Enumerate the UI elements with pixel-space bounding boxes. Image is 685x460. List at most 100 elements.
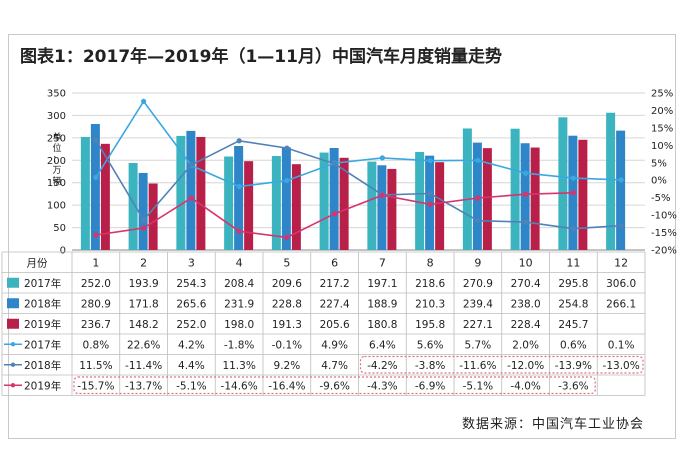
data-label-2018年-11: -13.9% <box>555 360 592 372</box>
bar-2018年-3 <box>186 130 196 250</box>
x-tick-label: 7 <box>379 256 386 269</box>
bar-2017年-11 <box>558 117 568 251</box>
data-label-2018年-10: 238.0 <box>511 298 541 310</box>
bar-2019年-10 <box>530 147 540 250</box>
point-2019年-6 <box>332 211 338 217</box>
y2-tick-label: 5% <box>651 158 667 169</box>
data-label-2018年-7: 188.9 <box>367 298 397 310</box>
data-label-2019年-4: -14.6% <box>221 380 258 392</box>
legend-marker-2017年 <box>10 342 16 347</box>
x-tick-label: 10 <box>519 256 533 269</box>
point-2018年-12 <box>618 222 624 229</box>
bar-2019年-3 <box>196 136 206 250</box>
bar-2017年-9 <box>462 128 472 250</box>
y-tick-label: 100 <box>47 201 66 212</box>
x-tick-label: 4 <box>236 256 243 269</box>
point-2017年-2 <box>141 98 147 104</box>
point-2018年-8 <box>427 190 433 197</box>
data-label-2019年-3: -5.1% <box>176 380 206 392</box>
x-tick-label: 2 <box>140 256 147 269</box>
data-label-2019年-2: -13.7% <box>125 380 162 392</box>
point-2019年-11 <box>570 190 576 196</box>
point-2017年-4 <box>236 183 242 190</box>
point-2019年-3 <box>188 195 194 201</box>
point-2017年-11 <box>570 175 576 181</box>
data-label-2018年-10: -12.0% <box>507 360 544 372</box>
data-label-2017年-5: -0.1% <box>272 339 302 351</box>
data-label-2019年-4: 198.0 <box>224 319 254 331</box>
bar-2018年-1 <box>90 123 100 250</box>
data-label-2017年-11: 295.8 <box>558 278 588 290</box>
y-axis-label: 位 <box>52 142 61 154</box>
data-label-2018年-5: 9.2% <box>274 360 301 372</box>
point-2018年-11 <box>570 226 576 232</box>
data-label-2017年-11: 0.6% <box>560 339 587 351</box>
bar-2019年-8 <box>435 162 445 250</box>
bar-2017年-10 <box>510 128 520 250</box>
data-label-2018年-9: 239.4 <box>463 298 493 310</box>
y-tick-label: 350 <box>47 89 66 100</box>
data-label-2017年-7: 197.1 <box>367 278 397 290</box>
data-label-2017年-2: 193.9 <box>129 278 159 290</box>
line-2017年 <box>95 99 622 188</box>
bar-2019年-4 <box>244 161 254 250</box>
point-2019年-1 <box>93 232 99 238</box>
data-label-2018年-4: 11.3% <box>222 360 255 372</box>
data-label-2019年-1: 236.7 <box>81 319 111 331</box>
y-tick-label: 250 <box>47 133 66 144</box>
data-label-2017年-4: -1.8% <box>224 339 254 351</box>
legend-label-2018年: 2018年 <box>24 297 61 310</box>
bar-2018年-6 <box>329 147 339 250</box>
data-label-2019年-1: -15.7% <box>77 380 114 392</box>
data-label-2018年-5: 228.8 <box>272 298 302 310</box>
highlight-box-2019 <box>73 376 596 395</box>
point-2017年-8 <box>427 158 433 164</box>
data-label-2017年-2: 22.6% <box>127 339 160 351</box>
bar-2019年-6 <box>339 157 349 250</box>
data-label-2019年-6: 205.6 <box>320 319 350 331</box>
legend-marker-2018年 <box>10 362 16 367</box>
highlight-box-2018 <box>359 355 644 374</box>
x-tick-label: 5 <box>283 256 290 269</box>
legend-key-2019年 <box>7 318 19 329</box>
y-tick-label: 150 <box>47 178 66 189</box>
data-label-2018年-2: -11.4% <box>125 360 162 372</box>
point-2017年-9 <box>475 157 481 163</box>
data-label-2017年-10: 2.0% <box>512 339 539 351</box>
data-label-2019年-5: 191.3 <box>272 319 302 331</box>
data-label-2019年-7: 180.8 <box>367 319 397 331</box>
data-label-2019年-10: 228.4 <box>511 319 541 331</box>
x-tick-label: 1 <box>92 256 99 269</box>
data-label-2017年-1: 0.8% <box>83 339 110 351</box>
data-label-2017年-5: 209.6 <box>272 278 302 290</box>
point-2018年-5 <box>284 145 290 151</box>
data-label-2017年-9: 5.7% <box>465 339 492 351</box>
data-label-2018年-7: -4.2% <box>367 360 397 372</box>
x-tick-label: 8 <box>427 256 434 269</box>
data-label-2017年-12: 0.1% <box>608 339 635 351</box>
y-tick-label: 50 <box>53 223 66 234</box>
data-label-2019年-2: 148.2 <box>129 319 159 331</box>
data-label-2017年-9: 270.9 <box>463 278 493 290</box>
point-2017年-1 <box>93 174 99 181</box>
point-2018年-3 <box>188 162 194 168</box>
data-label-2019年-7: -4.3% <box>367 380 397 392</box>
bar-2018年-12 <box>616 130 626 250</box>
y-axis-label: 万 <box>52 166 61 176</box>
data-label-2017年-4: 208.4 <box>224 278 254 290</box>
bar-2019年-9 <box>482 148 492 250</box>
bar-2019年-2 <box>148 183 158 250</box>
data-label-2017年-7: 6.4% <box>369 339 396 351</box>
y2-tick-label: 25% <box>651 89 673 100</box>
x-tick-label: 12 <box>614 256 628 269</box>
legend-marker-2019年 <box>10 383 16 388</box>
legend-label-2017年: 2017年 <box>24 338 61 351</box>
bar-2018年-4 <box>234 145 244 250</box>
legend-label-2018年: 2018年 <box>24 359 61 372</box>
data-label-2019年-5: -16.4% <box>268 380 305 392</box>
legend-label-2019年: 2019年 <box>24 379 61 392</box>
chart-title: 图表1：2017年—2019年（1—11月）中国汽车月度销量走势 <box>20 47 502 67</box>
bar-2018年-2 <box>138 172 148 250</box>
data-label-2018年-8: 210.3 <box>415 298 445 310</box>
